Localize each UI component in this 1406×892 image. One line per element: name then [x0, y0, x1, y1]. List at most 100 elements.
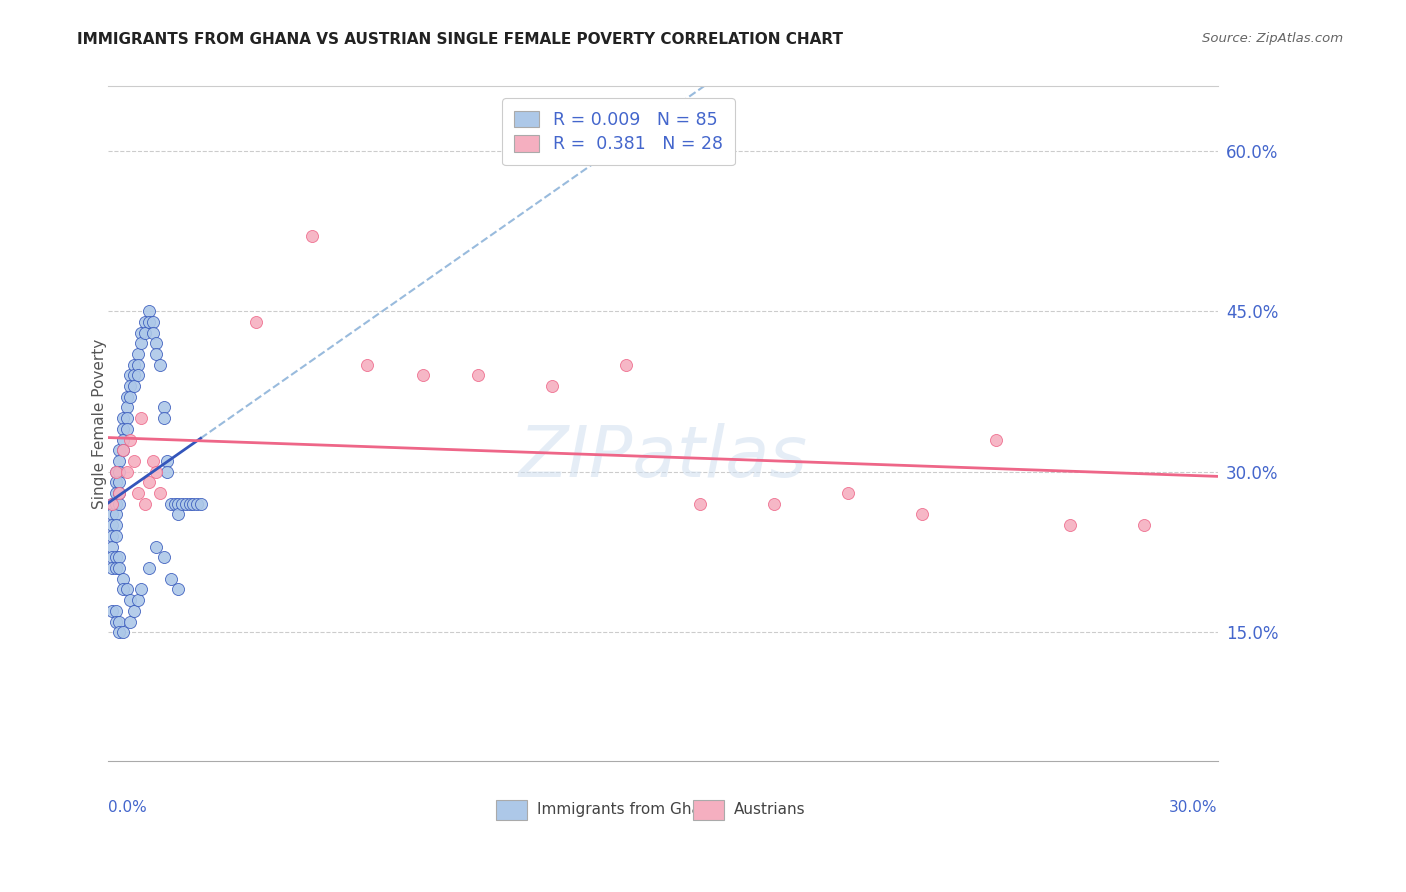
- Point: [104, 518, 127, 533]
- Text: 30.0%: 30.0%: [1170, 799, 1218, 814]
- Point: [122, 604, 145, 618]
- Point: [141, 454, 163, 468]
- Point: [138, 561, 160, 575]
- Point: [1132, 518, 1154, 533]
- Point: [101, 604, 124, 618]
- Point: [141, 315, 163, 329]
- Point: [245, 315, 267, 329]
- Point: [149, 486, 172, 500]
- Point: [111, 582, 134, 597]
- Point: [689, 497, 711, 511]
- Point: [108, 443, 131, 458]
- Point: [156, 465, 179, 479]
- Point: [120, 593, 142, 607]
- Point: [104, 615, 127, 629]
- Point: [131, 336, 153, 351]
- Point: [101, 497, 124, 511]
- Point: [122, 358, 145, 372]
- Point: [120, 433, 142, 447]
- Point: [101, 497, 124, 511]
- Point: [127, 347, 149, 361]
- Point: [167, 582, 190, 597]
- Point: [108, 615, 131, 629]
- Text: IMMIGRANTS FROM GHANA VS AUSTRIAN SINGLE FEMALE POVERTY CORRELATION CHART: IMMIGRANTS FROM GHANA VS AUSTRIAN SINGLE…: [77, 32, 844, 47]
- Point: [160, 497, 183, 511]
- Point: [101, 508, 124, 522]
- Point: [149, 358, 172, 372]
- Point: [145, 347, 167, 361]
- Point: [111, 422, 134, 436]
- Point: [115, 422, 138, 436]
- Point: [190, 497, 212, 511]
- Point: [111, 443, 134, 458]
- Point: [111, 443, 134, 458]
- Point: [122, 368, 145, 383]
- Point: [172, 497, 194, 511]
- Point: [104, 486, 127, 500]
- Point: [127, 358, 149, 372]
- Point: [101, 529, 124, 543]
- Point: [837, 486, 859, 500]
- Point: [115, 401, 138, 415]
- Point: [131, 582, 153, 597]
- Point: [104, 529, 127, 543]
- Point: [108, 497, 131, 511]
- Point: [104, 508, 127, 522]
- Point: [111, 433, 134, 447]
- Point: [356, 358, 378, 372]
- Point: [541, 379, 564, 393]
- Point: [167, 497, 190, 511]
- Point: [163, 497, 186, 511]
- Point: [152, 401, 174, 415]
- Point: [911, 508, 934, 522]
- Point: [152, 411, 174, 425]
- Point: [104, 561, 127, 575]
- Point: [101, 561, 124, 575]
- Point: [412, 368, 434, 383]
- Point: [127, 593, 149, 607]
- Point: [108, 486, 131, 500]
- Point: [111, 572, 134, 586]
- Point: [156, 454, 179, 468]
- Point: [122, 454, 145, 468]
- Point: [152, 550, 174, 565]
- Y-axis label: Single Female Poverty: Single Female Poverty: [93, 338, 107, 508]
- Point: [101, 518, 124, 533]
- Point: [104, 497, 127, 511]
- Point: [138, 475, 160, 490]
- Point: [104, 465, 127, 479]
- Point: [104, 550, 127, 565]
- Point: [1059, 518, 1081, 533]
- Text: Source: ZipAtlas.com: Source: ZipAtlas.com: [1202, 32, 1343, 45]
- Point: [108, 486, 131, 500]
- Point: [120, 615, 142, 629]
- Point: [115, 390, 138, 404]
- Point: [131, 411, 153, 425]
- Point: [141, 326, 163, 340]
- Point: [174, 497, 197, 511]
- Point: [467, 368, 489, 383]
- Point: [181, 497, 204, 511]
- Point: [108, 475, 131, 490]
- Point: [301, 229, 323, 244]
- Point: [179, 497, 201, 511]
- Point: [115, 582, 138, 597]
- Point: [127, 486, 149, 500]
- Point: [108, 625, 131, 640]
- Legend: R = 0.009   N = 85, R =  0.381   N = 28: R = 0.009 N = 85, R = 0.381 N = 28: [502, 98, 735, 165]
- Point: [984, 433, 1007, 447]
- Point: [115, 465, 138, 479]
- Point: [131, 326, 153, 340]
- Point: [104, 475, 127, 490]
- Point: [108, 550, 131, 565]
- Point: [120, 379, 142, 393]
- Point: [101, 550, 124, 565]
- Point: [120, 368, 142, 383]
- Point: [120, 390, 142, 404]
- Point: [127, 368, 149, 383]
- Text: ZIPatlas: ZIPatlas: [519, 423, 807, 491]
- Point: [145, 336, 167, 351]
- Point: [138, 304, 160, 318]
- Point: [111, 625, 134, 640]
- Point: [145, 465, 167, 479]
